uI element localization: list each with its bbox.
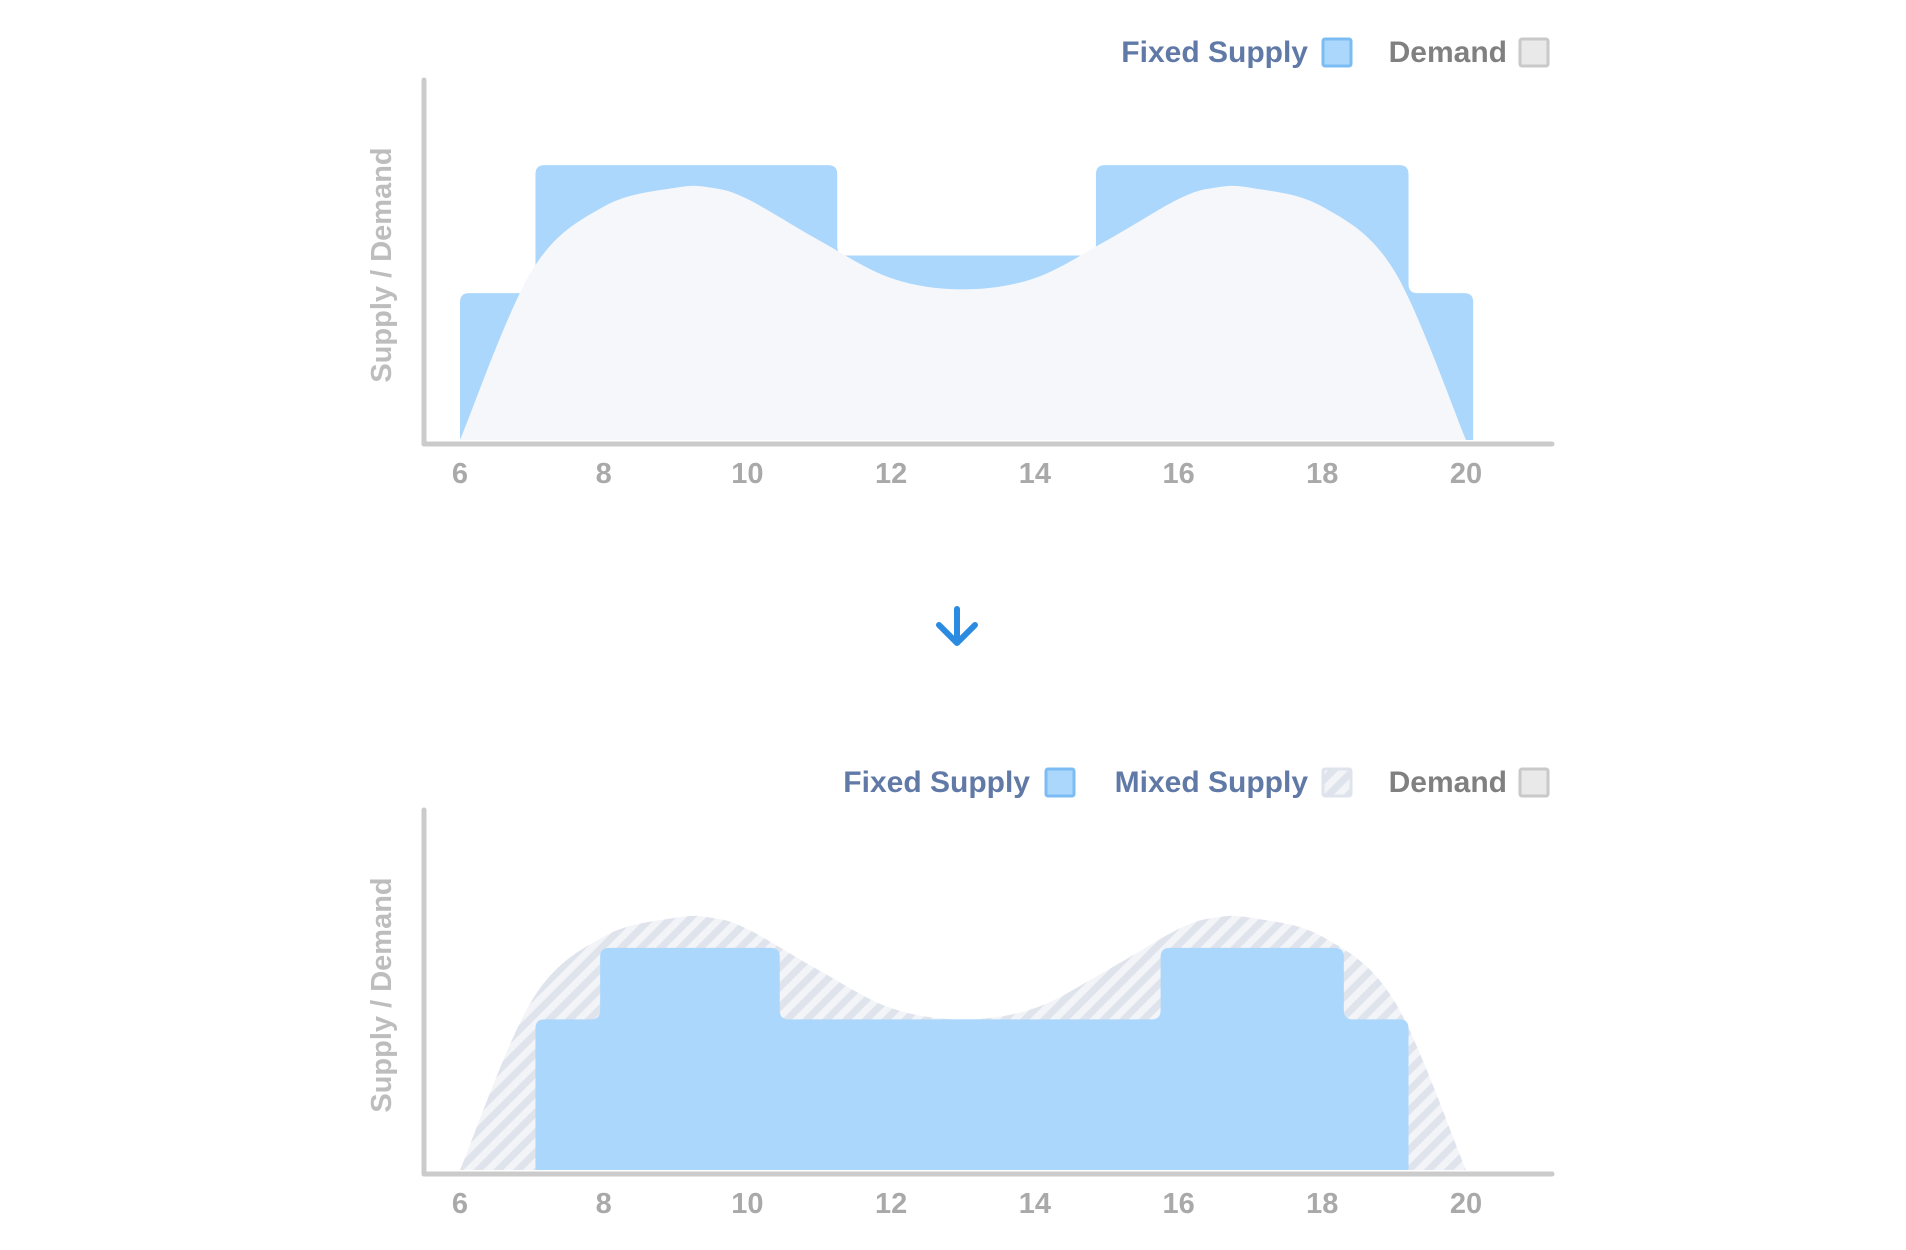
x-tick-label: 20 (1450, 1188, 1482, 1220)
legend-label-demand: Demand (1389, 766, 1507, 799)
x-tick-label: 8 (596, 1188, 612, 1220)
arrow-down-icon (936, 606, 978, 646)
x-tick-label: 10 (731, 458, 763, 490)
x-tick-label: 16 (1162, 1188, 1194, 1220)
y-axis-label: Supply / Demand (366, 877, 398, 1112)
x-tick-labels: 6 8 10 12 14 16 18 20 (452, 458, 1482, 490)
axes (421, 77, 1555, 447)
x-tick-label: 20 (1450, 458, 1482, 490)
x-tick-label: 8 (596, 458, 612, 490)
y-axis-label: Supply / Demand (366, 147, 398, 382)
legend-label-demand: Demand (1389, 36, 1507, 69)
legend-label-fixed-supply: Fixed Supply (843, 766, 1030, 799)
x-tick-label: 14 (1019, 458, 1051, 490)
chart-1: Fixed Supply Demand Supply / Demand 6 8 10… (366, 36, 1555, 490)
x-tick-label: 18 (1306, 458, 1338, 490)
x-tick-label: 6 (452, 458, 468, 490)
x-tick-labels: 6 8 10 12 14 16 18 20 (452, 1188, 1482, 1220)
chart-2-legend: Fixed Supply Mixed Supply Demand (843, 766, 1550, 799)
x-tick-label: 16 (1162, 458, 1194, 490)
legend-swatch-demand (1518, 37, 1550, 68)
chart-2: Fixed Supply Mixed Supply Demand Supply … (366, 766, 1555, 1220)
legend-label-mixed-supply: Mixed Supply (1115, 766, 1309, 799)
legend-swatch-fixed-supply (1044, 767, 1076, 798)
x-tick-label: 18 (1306, 1188, 1338, 1220)
legend-swatch-mixed-supply (1321, 767, 1353, 798)
x-tick-label: 12 (875, 458, 907, 490)
fixed-supply-area (535, 947, 1409, 1170)
x-tick-label: 6 (452, 1188, 468, 1220)
axes (421, 807, 1555, 1177)
chart-1-legend: Fixed Supply Demand (1121, 36, 1550, 69)
x-tick-label: 10 (731, 1188, 763, 1220)
legend-swatch-fixed-supply (1321, 37, 1353, 68)
x-tick-label: 14 (1019, 1188, 1051, 1220)
legend-label-fixed-supply: Fixed Supply (1121, 36, 1308, 69)
x-tick-label: 12 (875, 1188, 907, 1220)
demand-area (460, 185, 1466, 440)
legend-swatch-demand (1518, 767, 1550, 798)
